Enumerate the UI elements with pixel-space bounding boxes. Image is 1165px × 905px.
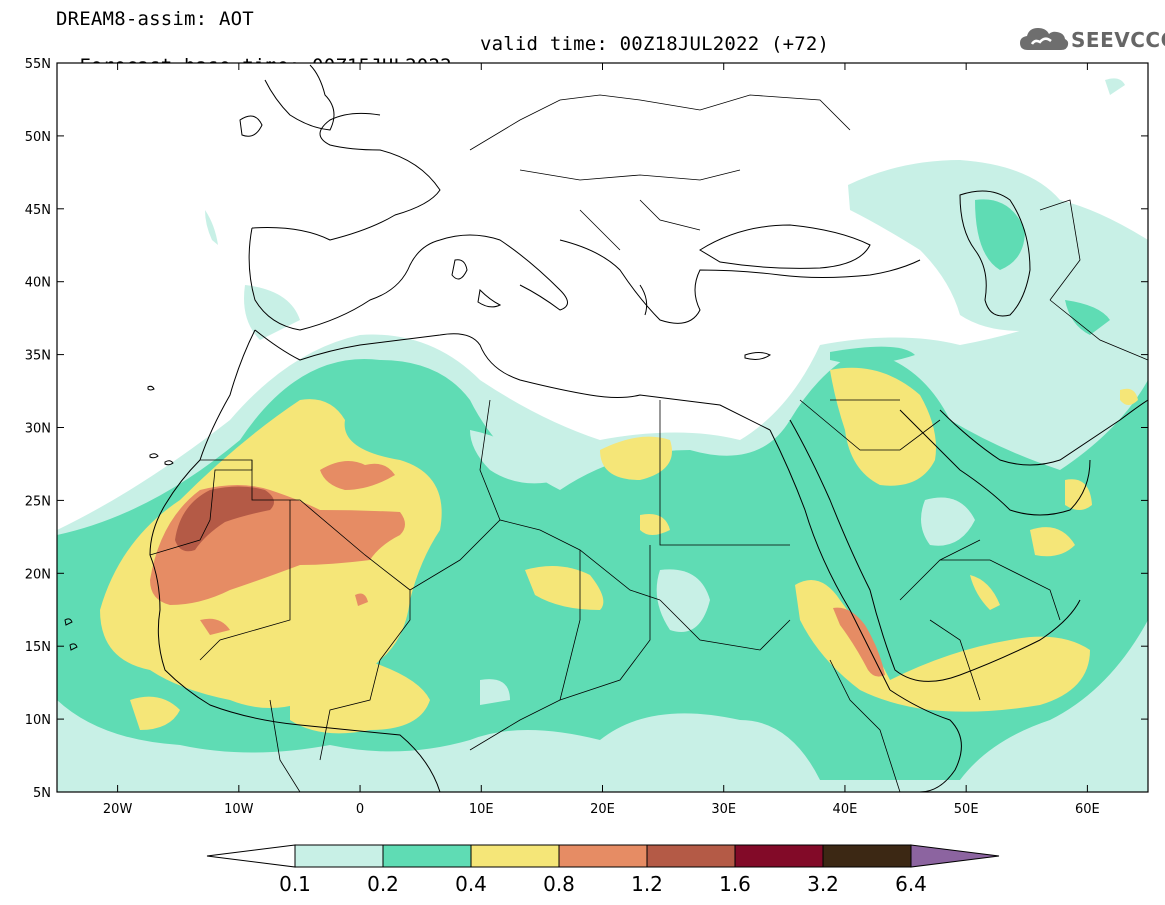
seevccc-logo: SEEVCCC: [1018, 22, 1165, 56]
lat-label: 15N: [25, 640, 51, 655]
logo-text: SEEVCCC: [1071, 28, 1165, 52]
colorbar-swatch: [294, 844, 384, 868]
colorbar-over: [910, 844, 1000, 868]
colorbar-label: 0.4: [455, 872, 487, 896]
colorbar-swatch: [558, 844, 648, 868]
lon-label: 0: [356, 802, 364, 817]
cloud-icon: [1020, 28, 1069, 50]
lat-label: 25N: [25, 494, 51, 509]
axis-labels: 5N 10N 15N 20N 25N 30N 35N 40N 45N 50N 55N 20W 10W 0 1…: [25, 57, 1100, 817]
colorbar-label: 0.8: [543, 872, 575, 896]
colorbar-swatch: [382, 844, 472, 868]
lat-label: 5N: [33, 786, 51, 801]
colorbar-swatch: [734, 844, 824, 868]
lat-label: 55N: [25, 57, 51, 72]
lon-label: 50E: [954, 802, 979, 817]
colorbar-label: 0.1: [279, 872, 311, 896]
colorbar-swatch: [822, 844, 912, 868]
colorbar-label: 0.2: [367, 872, 399, 896]
colorbar: 0.1 0.2 0.4 0.8 1.2 1.6 3.2 6.4: [206, 844, 1000, 896]
borders: [149, 94, 1148, 792]
lon-label: 30E: [711, 802, 736, 817]
lat-label: 20N: [25, 567, 51, 582]
coastlines: [64, 64, 1148, 792]
colorbar-label: 3.2: [807, 872, 839, 896]
lon-label: 10E: [469, 802, 494, 817]
valid-time: valid time: 00Z18JUL2022 (+72): [480, 33, 830, 55]
lat-label: 35N: [25, 349, 51, 364]
map-title: DREAM8-assim: AOT: [56, 8, 254, 30]
colorbar-under: [206, 844, 296, 868]
lat-label: 45N: [25, 203, 51, 218]
lat-label: 30N: [25, 422, 51, 437]
lat-label: 10N: [25, 713, 51, 728]
colorbar-label: 1.6: [719, 872, 751, 896]
axis-ticks: [57, 62, 1148, 793]
lon-label: 20W: [103, 802, 133, 817]
lon-label: 20E: [590, 802, 615, 817]
aot-band-1.2: [175, 486, 274, 552]
lon-label: 60E: [1075, 802, 1100, 817]
colorbar-swatch: [646, 844, 736, 868]
colorbar-swatch: [470, 844, 560, 868]
colorbar-label: 6.4: [895, 872, 927, 896]
lat-label: 40N: [25, 276, 51, 291]
lon-label: 40E: [833, 802, 858, 817]
aot-fields: [57, 63, 1148, 792]
lat-label: 50N: [25, 130, 51, 145]
lon-label: 10W: [224, 802, 254, 817]
aot-lighter-spots: [470, 430, 975, 705]
colorbar-label: 1.2: [631, 872, 663, 896]
